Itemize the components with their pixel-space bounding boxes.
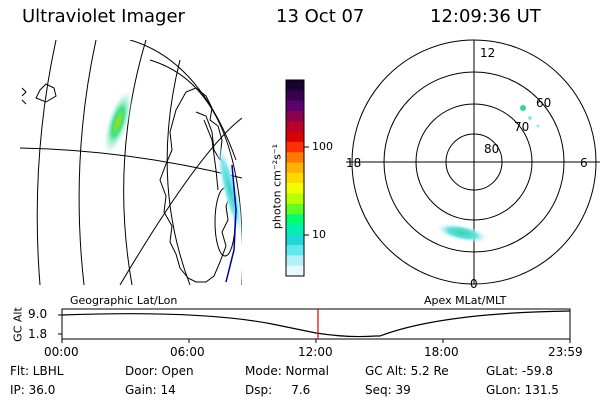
colorbar-band — [286, 162, 304, 174]
colorbar-band — [286, 152, 304, 164]
status-mode: Mode: Normal — [245, 364, 329, 378]
xtick-0000: 00:00 — [44, 345, 79, 359]
colorbar-band — [286, 265, 304, 277]
map-left-marks — [21, 87, 27, 105]
status-flt: Flt: LBHL — [10, 364, 64, 378]
instrument-title: Ultraviolet Imager — [22, 6, 185, 27]
status-gcalt: GC Alt: 5.2 Re — [365, 364, 449, 378]
colorbar-band — [286, 224, 304, 236]
colorbar-band — [286, 214, 304, 225]
mlt-label-18: 18 — [346, 156, 362, 170]
colorbar-band — [286, 203, 304, 215]
ytick-1-8: 1.8 — [28, 327, 48, 341]
ytick-9: 9.0 — [28, 307, 48, 321]
aurora-spot-polar-2 — [520, 105, 526, 111]
colorbar-tick-label-10: 10 — [312, 228, 326, 241]
colorbar-band — [286, 193, 304, 205]
xtick-0600: 06:00 — [170, 345, 205, 359]
colorbar-band — [286, 255, 304, 267]
lat-label-80: 80 — [484, 142, 500, 156]
status-dsp: Dsp: 7.6 — [245, 383, 311, 397]
timeline-xticks — [58, 314, 571, 343]
geographic-label: Geographic Lat/Lon — [70, 294, 178, 307]
colorbar-band — [286, 90, 304, 102]
date-label: 13 Oct 07 — [276, 6, 365, 27]
apex-label: Apex MLat/MLT — [424, 294, 507, 307]
xtick-2359: 23:59 — [548, 345, 583, 359]
mlt-label-12: 12 — [480, 46, 496, 60]
aurora-blob-map-1 — [104, 91, 132, 153]
polar-grid — [346, 39, 600, 285]
status-glon: GLon: 131.5 — [486, 383, 559, 397]
colorbar-band — [286, 183, 304, 194]
time-label: 12:09:36 UT — [430, 6, 541, 27]
colorbar-band — [286, 131, 304, 143]
aurora-spot-polar-3 — [528, 116, 532, 120]
geographic-map — [20, 40, 242, 285]
mlt-label-0: 0 — [470, 277, 478, 291]
colorbar-band — [286, 110, 304, 122]
xtick-1800: 18:00 — [424, 345, 459, 359]
status-seq: Seq: 39 — [365, 383, 411, 397]
colorbar-unit-label: photon cm⁻²s⁻¹ — [270, 143, 284, 230]
colorbar-band — [286, 100, 304, 112]
mlt-label-6: 6 — [580, 156, 588, 170]
xtick-1200: 12:00 — [298, 345, 333, 359]
lat-label-60: 60 — [536, 96, 552, 110]
status-glat: GLat: -59.8 — [486, 364, 553, 378]
timeline-ylabel: GC Alt — [11, 307, 25, 342]
colorbar-frame — [285, 79, 305, 277]
gc-altitude-curve — [61, 310, 571, 338]
colorbar-band — [286, 80, 304, 91]
status-door: Door: Open — [125, 364, 194, 378]
aurora-blob-polar-1 — [436, 223, 488, 243]
aurora-spot-polar-4 — [536, 124, 540, 128]
aurora-blob-map-2 — [216, 145, 244, 235]
colorbar-band — [286, 172, 304, 184]
colorbar-tick-label-100: 100 — [312, 140, 333, 153]
lat-label-70: 70 — [514, 120, 530, 134]
colorbar-band — [286, 234, 304, 246]
colorbar-band — [286, 141, 304, 153]
status-gain: Gain: 14 — [125, 383, 176, 397]
colorbar-band — [286, 245, 304, 256]
map-meridian-line — [225, 164, 237, 283]
status-ip: IP: 36.0 — [10, 383, 56, 397]
colorbar-band — [286, 121, 304, 133]
colorbar — [286, 80, 304, 277]
